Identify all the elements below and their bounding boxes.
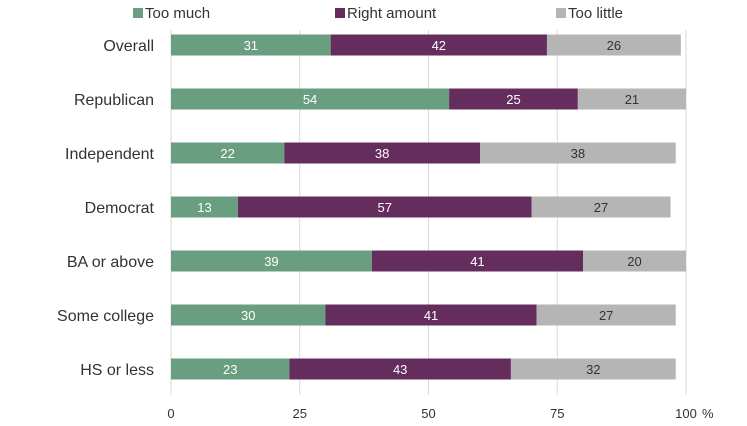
bar-row: 22 38 38 xyxy=(171,142,676,164)
legend-label: Too much xyxy=(145,5,210,22)
data-label: 54 xyxy=(303,92,317,107)
category-label: Some college xyxy=(57,308,154,325)
legend-label: Right amount xyxy=(347,5,437,22)
bar-segment xyxy=(546,34,681,56)
bar-row: 13 57 27 xyxy=(171,196,671,218)
x-tick-label: 100 xyxy=(675,406,697,421)
bar-segment xyxy=(171,34,331,56)
bar-segment xyxy=(449,88,578,110)
x-tick-label: 75 xyxy=(550,406,564,421)
category-label: Democrat xyxy=(85,200,155,217)
category-labels: Overall Republican Independent Democrat BA o… xyxy=(57,38,155,379)
x-axis-unit: % xyxy=(702,406,714,421)
legend-item: Too much xyxy=(133,5,210,22)
data-label: 31 xyxy=(244,38,258,53)
bar-segment xyxy=(325,304,537,326)
data-label: 43 xyxy=(393,362,407,377)
bar-row: 54 25 21 xyxy=(171,88,686,110)
data-label: 20 xyxy=(627,254,641,269)
x-axis-ticks: 0 25 50 75 100% xyxy=(167,406,714,421)
legend-item: Right amount xyxy=(335,5,437,22)
bar-segment xyxy=(480,142,676,164)
data-label: 30 xyxy=(241,308,255,323)
legend-swatch xyxy=(556,8,566,18)
data-label: 39 xyxy=(264,254,278,269)
data-label: 32 xyxy=(586,362,600,377)
x-tick-label: 50 xyxy=(421,406,435,421)
legend-swatch xyxy=(133,8,143,18)
data-label: 21 xyxy=(625,92,639,107)
legend-swatch xyxy=(335,8,345,18)
bar-segment xyxy=(237,196,532,218)
legend-item: Too little xyxy=(556,5,623,22)
bar-segment xyxy=(171,196,238,218)
bar-segment xyxy=(171,304,326,326)
category-label: HS or less xyxy=(80,362,154,379)
bar-segment xyxy=(171,358,290,380)
data-label: 23 xyxy=(223,362,237,377)
x-tick-label: 25 xyxy=(293,406,307,421)
data-label: 41 xyxy=(470,254,484,269)
data-label: 38 xyxy=(571,146,585,161)
data-label: 41 xyxy=(424,308,438,323)
bar-segment xyxy=(171,142,285,164)
legend-label: Too little xyxy=(568,5,623,22)
bar-segment xyxy=(171,88,450,110)
data-label: 26 xyxy=(607,38,621,53)
data-label: 13 xyxy=(197,200,211,215)
data-label: 22 xyxy=(220,146,234,161)
bar-segment xyxy=(536,304,676,326)
bar-segment xyxy=(531,196,671,218)
bar-segment xyxy=(371,250,583,272)
legend: Too much Right amount Too little xyxy=(133,5,623,22)
data-label: 27 xyxy=(594,200,608,215)
bar-segment xyxy=(284,142,480,164)
bar-segment xyxy=(289,358,511,380)
bar-row: 31 42 26 xyxy=(171,34,681,56)
bar-segment xyxy=(171,250,372,272)
bar-row: 23 43 32 xyxy=(171,358,676,380)
data-label: 25 xyxy=(506,92,520,107)
x-tick-label: 0 xyxy=(167,406,174,421)
bar-segment xyxy=(510,358,676,380)
category-label: BA or above xyxy=(67,254,154,271)
data-label: 27 xyxy=(599,308,613,323)
bar-row: 39 41 20 xyxy=(171,250,686,272)
bar-row: 30 41 27 xyxy=(171,304,676,326)
data-label: 57 xyxy=(377,200,391,215)
category-label: Overall xyxy=(103,38,154,55)
bars: 31 42 26 54 25 21 22 38 38 13 57 27 39 41 20 30 41 27 23 43… xyxy=(171,34,686,380)
bar-segment xyxy=(583,250,686,272)
category-label: Independent xyxy=(65,146,155,163)
data-label: 38 xyxy=(375,146,389,161)
bar-segment xyxy=(577,88,686,110)
data-label: 42 xyxy=(432,38,446,53)
category-label: Republican xyxy=(74,92,154,109)
bar-segment xyxy=(330,34,547,56)
